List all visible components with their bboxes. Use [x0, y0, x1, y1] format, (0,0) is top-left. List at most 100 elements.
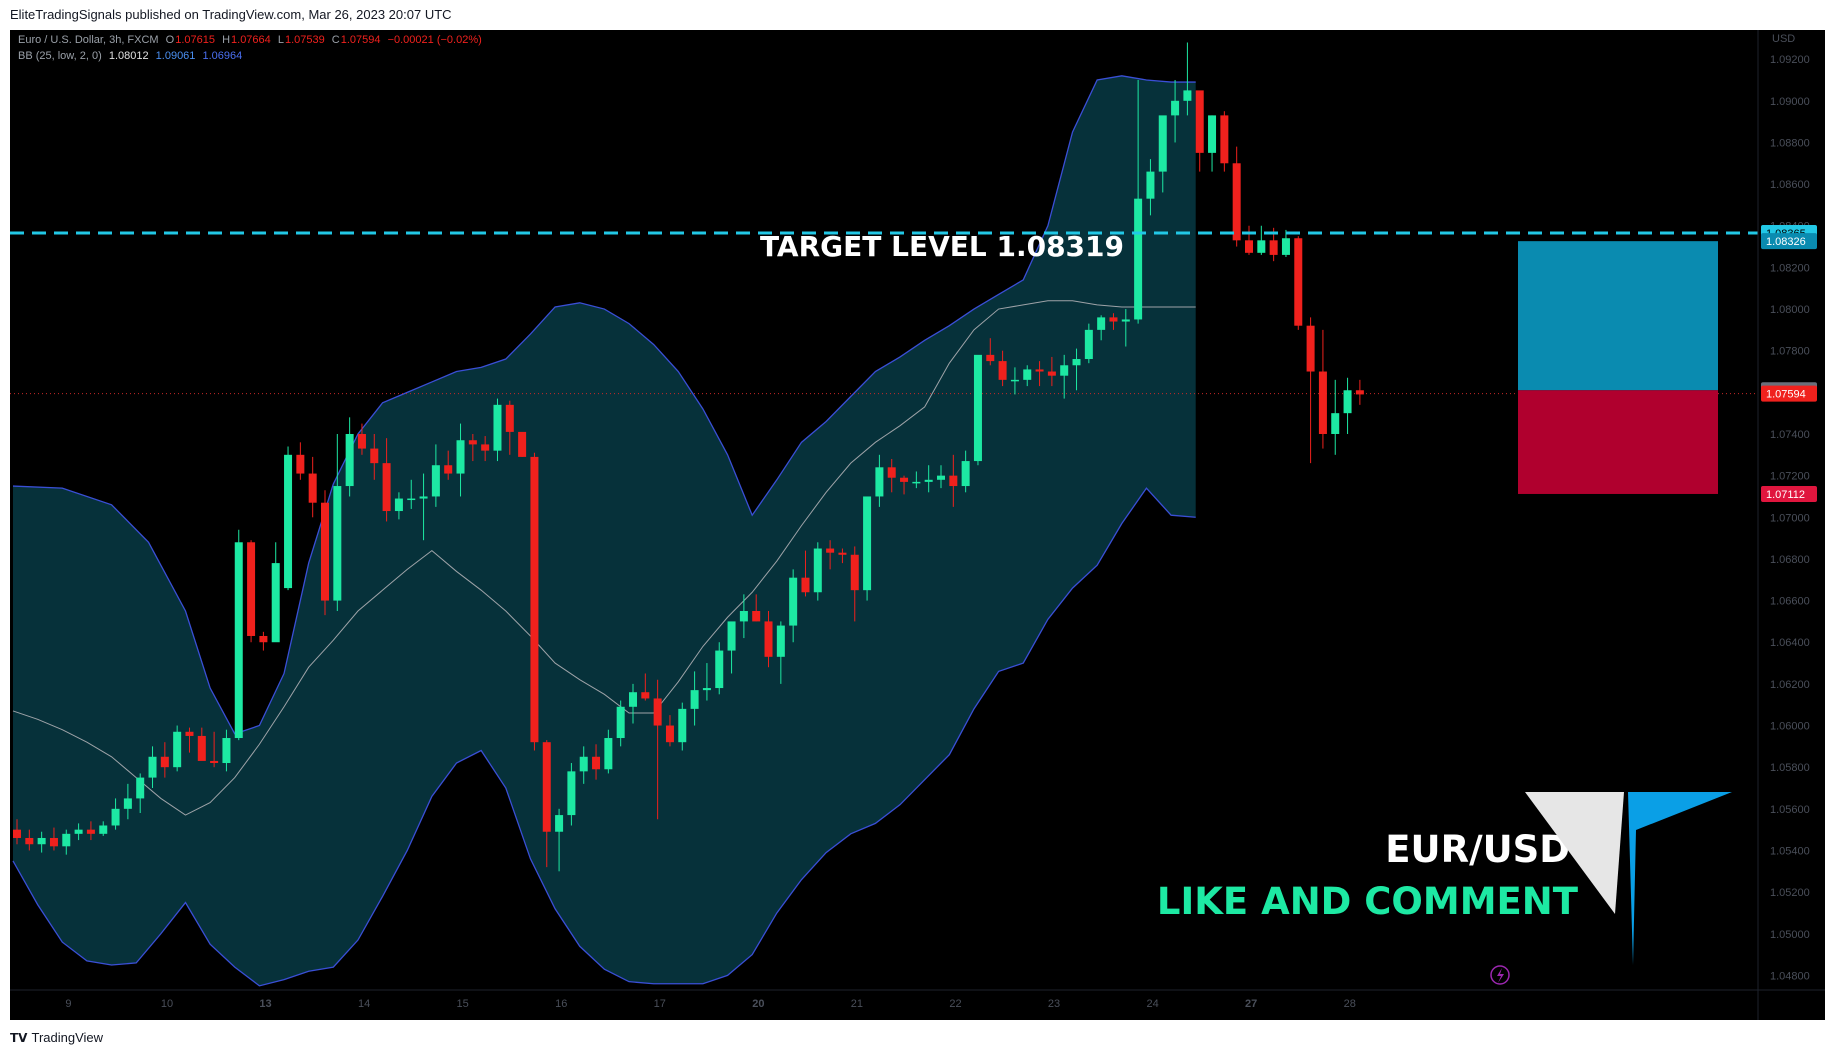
candle-body: [505, 404, 514, 432]
price-tick-label: 1.05800: [1770, 762, 1810, 774]
logo-left-wing: [1525, 792, 1624, 914]
candle-body: [185, 731, 194, 736]
footer: 𝗧𝗩 TradingView: [10, 1030, 103, 1045]
candle-body: [592, 756, 601, 770]
bollinger-upper-line: [12, 75, 1196, 735]
candle-body: [1331, 413, 1340, 434]
candle-body: [739, 610, 748, 622]
tradingview-logo-icon[interactable]: 𝗧𝗩: [10, 1030, 28, 1045]
bollinger-lower-line: [12, 487, 1196, 987]
candle-body: [1183, 90, 1192, 101]
symbol-title[interactable]: Euro / U.S. Dollar, 3h, FXCM: [18, 34, 159, 46]
stop-loss-zone: [1518, 390, 1718, 494]
candle-body: [813, 548, 822, 593]
candle-body: [776, 625, 785, 657]
time-tick-label: 17: [654, 998, 666, 1010]
candle-body: [1220, 115, 1229, 164]
candle-body: [801, 577, 810, 593]
candle-body: [1035, 369, 1044, 372]
candle-body: [1097, 317, 1106, 330]
candle-body: [456, 440, 465, 474]
candle-body: [1208, 115, 1217, 153]
lightning-bolt-icon: [1497, 968, 1504, 983]
bb-title[interactable]: BB (25, low, 2, 0): [18, 50, 102, 62]
time-tick-label: 21: [851, 998, 863, 1010]
candle-body: [665, 725, 674, 743]
candlestick-chart[interactable]: TARGET LEVEL 1.08319 EUR/USD LIKE AND COMM…: [10, 30, 1825, 1020]
price-tick-label: 1.06000: [1770, 721, 1810, 733]
candle-body: [111, 808, 120, 826]
candle-body: [99, 825, 108, 834]
candle-body: [308, 473, 317, 503]
time-tick-label: 20: [752, 998, 764, 1010]
logo-right-wing: [1628, 792, 1732, 965]
candle-body: [555, 815, 564, 832]
candle-body: [160, 756, 169, 768]
candle-body: [875, 467, 884, 497]
time-tick-label: 13: [259, 998, 271, 1010]
candle-body: [616, 706, 625, 739]
candle-body: [542, 742, 551, 832]
time-tick-label: 27: [1245, 998, 1257, 1010]
candle-body: [961, 461, 970, 487]
candle-body: [13, 829, 21, 838]
high-label: H: [222, 34, 231, 46]
candle-body: [752, 610, 761, 622]
time-tick-label: 22: [949, 998, 961, 1010]
open-value: 1.07615: [175, 34, 215, 46]
candle-body: [468, 440, 477, 445]
bb-basis-value: 1.08012: [108, 50, 149, 62]
candle-body: [481, 444, 490, 451]
candle-body: [1195, 90, 1204, 153]
candle-body: [493, 404, 502, 451]
price-tick-label: 1.06200: [1770, 679, 1810, 691]
candle-body: [1343, 390, 1352, 414]
candle-body: [210, 760, 219, 764]
bollinger-band-fill: [13, 75, 1196, 986]
low-value: 1.07539: [284, 34, 325, 46]
candle-body: [1072, 359, 1081, 366]
candle-body: [86, 829, 95, 834]
candle-body: [444, 465, 453, 474]
candle-body: [604, 738, 613, 770]
price-tick-label: 1.05400: [1770, 845, 1810, 857]
price-tick-label: 1.08800: [1770, 137, 1810, 149]
price-tick-label: 1.08600: [1770, 179, 1810, 191]
price-tick-label: 1.04800: [1770, 970, 1810, 982]
candle-body: [407, 498, 416, 501]
publisher-header: EliteTradingSignals published on Trading…: [10, 7, 452, 22]
candle-body: [567, 771, 576, 816]
price-label-text: 1.08326: [1766, 236, 1806, 248]
price-tick-label: 1.08000: [1770, 304, 1810, 316]
candle-body: [284, 454, 293, 589]
candle-body: [1355, 390, 1364, 395]
price-tick-label: 1.08200: [1770, 262, 1810, 274]
candle-body: [74, 829, 83, 834]
candle-body: [148, 756, 157, 778]
footer-brand[interactable]: TradingView: [31, 1030, 104, 1045]
candle-body: [1109, 317, 1118, 322]
candle-body: [973, 354, 982, 462]
price-tick-label: 1.07200: [1770, 471, 1810, 483]
candle-body: [949, 475, 958, 487]
high-value: 1.07664: [231, 34, 271, 46]
candle-body: [727, 621, 736, 651]
candle-body: [1146, 171, 1155, 199]
candle-body: [1084, 329, 1093, 360]
candle-body: [1269, 240, 1278, 255]
take-profit-zone: [1518, 241, 1718, 391]
time-tick-label: 23: [1048, 998, 1060, 1010]
candle-body: [1010, 379, 1019, 382]
candle-body: [678, 708, 687, 743]
bollinger-basis-line: [12, 300, 1196, 816]
candle-body: [382, 463, 391, 512]
candle-body: [296, 454, 305, 474]
price-tick-label: 1.05000: [1770, 929, 1810, 941]
candle-body: [900, 477, 909, 482]
price-tick-label: 1.07000: [1770, 512, 1810, 524]
candle-body: [690, 690, 699, 709]
chart-frame[interactable]: TARGET LEVEL 1.08319 EUR/USD LIKE AND COMM…: [10, 30, 1825, 1020]
candle-body: [986, 354, 995, 362]
candle-body: [518, 431, 527, 457]
price-label-text: 1.07112: [1766, 489, 1805, 501]
